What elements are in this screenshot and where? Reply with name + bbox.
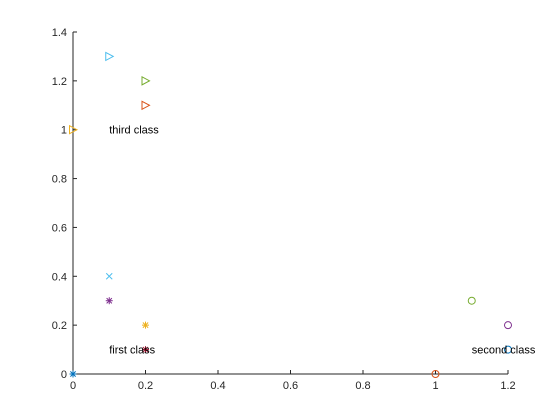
circle-marker <box>431 370 440 378</box>
class-annotations: first class second class third class <box>109 125 536 357</box>
x-tick-label: 0.4 <box>210 380 225 392</box>
class-annotation: first class <box>109 345 155 357</box>
x-tick-label: 1 <box>432 380 438 392</box>
y-tick-label: 0.4 <box>52 271 67 283</box>
data-points <box>69 51 512 378</box>
circle-marker <box>467 296 476 305</box>
x-tick-label: 1.2 <box>500 380 515 392</box>
triangle-right-marker <box>141 100 151 111</box>
y-tick-label: 0 <box>61 369 67 381</box>
x-tick-label: 0.2 <box>138 380 153 392</box>
x-marker <box>105 272 113 280</box>
asterisk-marker <box>142 321 149 329</box>
asterisk-marker <box>69 370 77 378</box>
x-axis-ticks: 0 0.2 0.4 0.6 0.8 1 1.2 <box>70 370 516 392</box>
triangle-right-marker <box>69 124 79 135</box>
y-tick-label: 0.2 <box>52 320 67 332</box>
triangle-right-marker <box>141 76 151 86</box>
y-tick-label: 0.8 <box>52 174 67 186</box>
y-tick-label: 1.4 <box>52 27 67 39</box>
y-tick-label: 0.6 <box>52 222 67 234</box>
asterisk-marker <box>105 297 113 305</box>
x-tick-label: 0.8 <box>355 380 370 392</box>
triangle-right-marker <box>105 51 115 62</box>
asterisk-marker <box>142 346 149 354</box>
x-tick-label: 0 <box>70 380 76 392</box>
circle-marker <box>504 345 512 354</box>
class-annotation: second class <box>472 345 536 357</box>
y-tick-label: 1 <box>61 125 67 137</box>
y-axis-ticks: 0 0.2 0.4 0.6 0.8 1 1.2 1.4 <box>52 27 77 381</box>
y-tick-label: 1.2 <box>52 76 67 88</box>
chart-axes: 0 0.2 0.4 0.6 0.8 1 1.2 0 0.2 0.4 0.6 0.8 1 1.2 1.4 <box>52 27 516 392</box>
circle-marker <box>504 321 512 330</box>
class-annotation: third class <box>109 125 159 137</box>
x-tick-label: 0.6 <box>283 380 298 392</box>
